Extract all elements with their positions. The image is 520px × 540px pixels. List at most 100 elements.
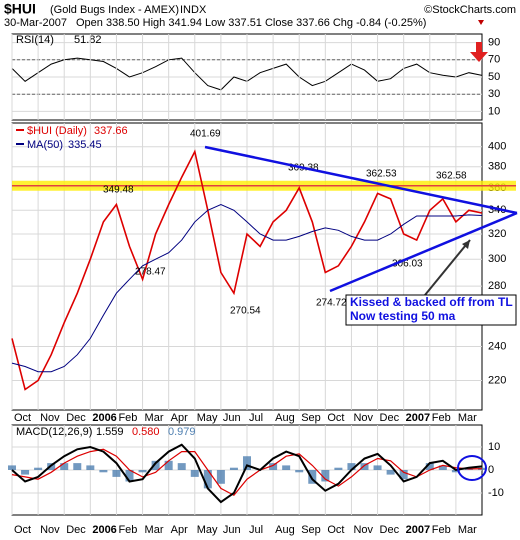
y-tick-label: 380: [488, 161, 506, 173]
price-annotation: 401.69: [190, 129, 221, 140]
macd-hist-bar: [164, 460, 173, 470]
pointer-head: [462, 240, 470, 249]
macd-hist-bar: [269, 463, 278, 470]
price-annotation: 306.03: [392, 259, 423, 270]
macd-hist-bar: [203, 470, 212, 489]
y-tick-label: 300: [488, 253, 506, 265]
x-tick-label: Dec: [380, 412, 400, 424]
x-tick-label: Mar: [458, 524, 477, 536]
macd-hist-bar: [112, 470, 121, 477]
x-tick-label: Dec: [66, 412, 86, 424]
rsi-label: RSI(14): [16, 34, 54, 46]
price-annotation: 278.47: [135, 267, 166, 278]
macd-hist-bar: [21, 470, 30, 475]
macd-circle: [457, 455, 487, 481]
rsi-value: 51.82: [74, 34, 102, 46]
x-tick-label: Oct: [327, 412, 344, 424]
macd-hist-bar: [308, 470, 317, 484]
x-tick-label: Feb: [432, 412, 451, 424]
date: 30-Mar-2007: [4, 17, 67, 29]
x-tick-label: May: [197, 412, 218, 424]
macd-value: 0.979: [168, 426, 196, 438]
y-tick-label: 280: [488, 280, 506, 292]
series-line: [11, 149, 483, 391]
x-tick-label: Feb: [118, 524, 137, 536]
x-tick-label: 2007: [406, 524, 430, 536]
macd-label: MACD(12,26,9): [16, 426, 92, 438]
macd-hist-bar: [360, 463, 369, 470]
x-tick-label: May: [197, 524, 218, 536]
macd-hist-bar: [177, 463, 186, 470]
subtitle: (Gold Bugs Index - AMEX): [50, 4, 179, 16]
macd-hist-bar: [347, 463, 356, 470]
note-box: [345, 294, 517, 326]
x-tick-label: Nov: [353, 412, 373, 424]
legend-label: $HUI (Daily): [27, 125, 87, 137]
x-tick-label: Nov: [353, 524, 373, 536]
y-tick-label: 400: [488, 141, 506, 153]
x-tick-label: Aug: [275, 524, 295, 536]
price-annotation: 270.54: [230, 306, 261, 317]
macd-hist-bar: [73, 463, 82, 470]
down-marker: [478, 20, 484, 25]
pointer-arrow: [424, 239, 471, 296]
x-tick-label: Jun: [223, 524, 241, 536]
y-tick-label: 30: [488, 88, 500, 100]
x-tick-label: Jul: [249, 412, 263, 424]
macd-hist-bar: [243, 456, 251, 470]
x-tick-label: Oct: [14, 524, 31, 536]
macd-hist-bar: [216, 470, 225, 484]
macd-hist-bar: [125, 470, 134, 482]
series-line: [11, 448, 483, 497]
y-tick-label: 320: [488, 228, 506, 240]
note-line: Now testing 50 ma: [350, 309, 456, 323]
x-tick-label: Apr: [171, 524, 188, 536]
macd-hist-bar: [99, 470, 108, 473]
y-tick-label: 90: [488, 37, 500, 49]
macd-hist-bar: [190, 470, 199, 477]
macd-hist-bar: [138, 470, 147, 473]
x-tick-label: Oct: [327, 524, 344, 536]
x-tick-label: 2006: [92, 524, 116, 536]
macd-value: 1.559: [96, 426, 124, 438]
y-tick-label: 70: [488, 54, 500, 66]
price-annotation: 349.48: [103, 185, 134, 196]
rsi-arrow: [470, 42, 488, 62]
x-tick-label: Aug: [275, 412, 295, 424]
macd-hist-bar: [282, 465, 291, 470]
macd-hist-bar: [34, 467, 43, 470]
series-line: [11, 443, 483, 504]
lower-trendline: [329, 211, 518, 293]
macd-hist-bar: [295, 470, 304, 473]
macd-hist-bar: [386, 470, 395, 475]
upper-trendline: [204, 145, 518, 215]
credit: ©StockCharts.com: [424, 4, 516, 16]
y-tick-label: 10: [488, 441, 500, 453]
x-tick-label: Jun: [223, 412, 241, 424]
macd-hist-bar: [438, 465, 447, 470]
quote: Open 338.50 High 341.94 Low 337.51 Close…: [76, 17, 426, 29]
y-tick-label: -10: [488, 487, 504, 499]
legend-value: 335.45: [68, 139, 102, 151]
x-tick-label: Mar: [145, 412, 164, 424]
x-tick-label: Dec: [66, 524, 86, 536]
price-annotation: 362.58: [436, 171, 467, 182]
legend-value: 337.66: [94, 125, 128, 137]
macd-hist-bar: [425, 463, 434, 470]
x-tick-label: 2006: [92, 412, 116, 424]
macd-value: 0.580: [132, 426, 160, 438]
macd-hist-bar: [321, 470, 330, 482]
x-tick-label: Apr: [171, 412, 188, 424]
macd-hist-bar: [334, 467, 343, 470]
x-tick-label: Sep: [301, 524, 321, 536]
x-tick-label: Jul: [249, 524, 263, 536]
x-tick-label: Nov: [40, 524, 60, 536]
macd-hist-bar: [86, 465, 95, 470]
title: $HUI: [4, 1, 36, 17]
x-tick-label: Sep: [301, 412, 321, 424]
macd-hist-bar: [151, 460, 160, 470]
macd-hist-bar: [451, 470, 460, 473]
